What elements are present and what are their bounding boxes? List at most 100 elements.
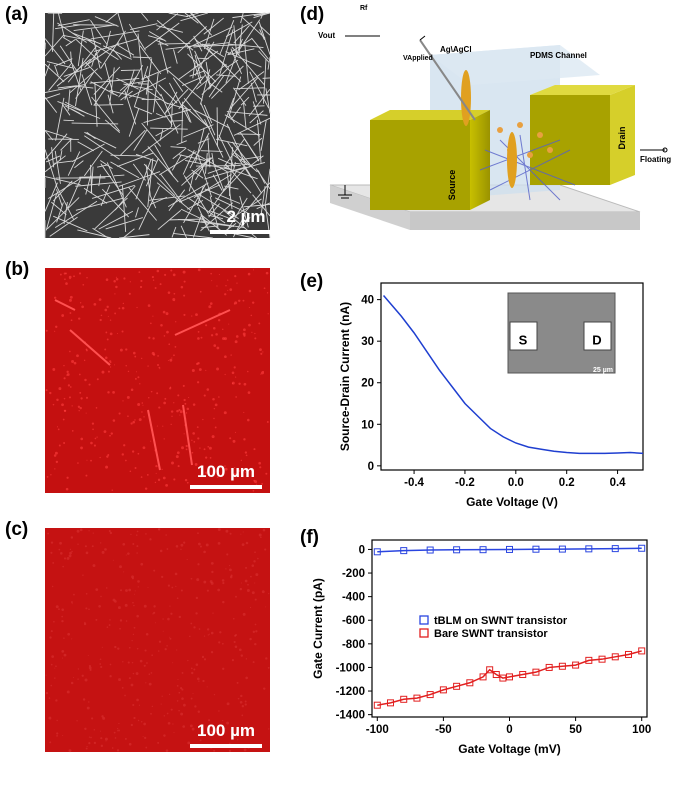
speckle xyxy=(177,700,179,702)
speckle xyxy=(170,387,171,388)
speckle xyxy=(89,666,92,669)
speckle xyxy=(53,621,55,623)
speckle xyxy=(172,298,175,301)
speckle xyxy=(116,277,117,278)
panel-label: (b) xyxy=(5,259,29,280)
speckle xyxy=(146,662,148,664)
speckle xyxy=(267,421,269,423)
speckle xyxy=(251,332,252,333)
speckle xyxy=(243,613,246,616)
speckle xyxy=(187,408,190,411)
speckle xyxy=(122,543,125,546)
speckle xyxy=(123,277,125,279)
x-tick-label: -0.2 xyxy=(455,477,475,489)
speckle xyxy=(145,649,147,651)
y-tick-label: 20 xyxy=(361,378,374,390)
inset-label: 25 µm xyxy=(593,367,613,374)
speckle xyxy=(247,371,249,373)
speckle xyxy=(262,351,263,352)
speckle xyxy=(56,461,58,463)
speckle xyxy=(209,447,212,450)
speckle xyxy=(184,281,186,283)
speckle xyxy=(72,405,73,406)
speckle xyxy=(80,302,81,303)
speckle xyxy=(183,704,186,707)
speckle xyxy=(244,749,247,752)
speckle xyxy=(158,407,160,409)
speckle xyxy=(147,474,149,476)
speckle xyxy=(135,590,136,591)
speckle xyxy=(264,548,266,550)
diagram-label: Vout xyxy=(318,31,336,40)
data-line xyxy=(377,548,641,552)
speckle xyxy=(163,477,166,480)
speckle xyxy=(175,586,176,587)
speckle xyxy=(155,465,157,467)
speckle xyxy=(158,528,160,530)
speckle xyxy=(87,707,90,710)
speckle xyxy=(47,476,49,478)
speckle xyxy=(210,457,212,459)
speckle xyxy=(128,371,129,372)
speckle xyxy=(126,365,127,366)
speckle xyxy=(126,620,128,622)
speckle xyxy=(177,685,179,687)
speckle xyxy=(187,660,188,661)
speckle xyxy=(105,738,108,741)
speckle xyxy=(163,631,164,632)
speckle xyxy=(249,290,252,293)
speckle xyxy=(60,274,62,276)
speckle xyxy=(61,608,64,611)
speckle xyxy=(106,306,108,308)
scale-bar-label: 2 µm xyxy=(226,207,265,226)
speckle xyxy=(97,378,99,380)
speckle xyxy=(129,743,132,746)
speckle xyxy=(80,447,83,450)
speckle xyxy=(69,299,72,302)
speckle xyxy=(249,307,250,308)
speckle xyxy=(130,471,132,473)
speckle xyxy=(177,451,180,454)
speckle xyxy=(52,562,54,564)
speckle xyxy=(110,333,113,336)
speckle xyxy=(132,577,134,579)
speckle xyxy=(116,278,119,281)
speckle xyxy=(140,563,143,566)
speckle xyxy=(258,462,261,465)
speckle xyxy=(61,616,63,618)
speckle xyxy=(169,359,172,362)
speckle xyxy=(127,552,130,555)
speckle xyxy=(109,675,111,677)
x-tick-label: -0.4 xyxy=(404,477,424,489)
speckle xyxy=(128,589,131,592)
speckle xyxy=(155,482,156,483)
speckle xyxy=(253,560,255,562)
speckle xyxy=(153,353,155,355)
speckle xyxy=(125,589,128,592)
speckle xyxy=(211,280,212,281)
speckle xyxy=(133,673,134,674)
speckle xyxy=(171,587,173,589)
speckle xyxy=(169,694,170,695)
speckle xyxy=(164,398,166,400)
speckle xyxy=(64,557,66,559)
speckle xyxy=(112,490,113,491)
speckle xyxy=(234,275,236,277)
speckle xyxy=(58,387,61,390)
speckle xyxy=(191,668,193,670)
speckle xyxy=(216,347,219,350)
speckle xyxy=(54,454,57,457)
speckle xyxy=(259,466,261,468)
speckle xyxy=(85,475,87,477)
speckle xyxy=(225,374,226,375)
speckle xyxy=(111,432,113,434)
speckle xyxy=(197,532,199,534)
speckle xyxy=(207,686,208,687)
speckle xyxy=(128,661,130,663)
speckle xyxy=(58,428,60,430)
speckle xyxy=(69,351,71,353)
speckle xyxy=(168,291,171,294)
speckle xyxy=(193,403,196,406)
speckle xyxy=(229,568,232,571)
speckle xyxy=(265,606,266,607)
